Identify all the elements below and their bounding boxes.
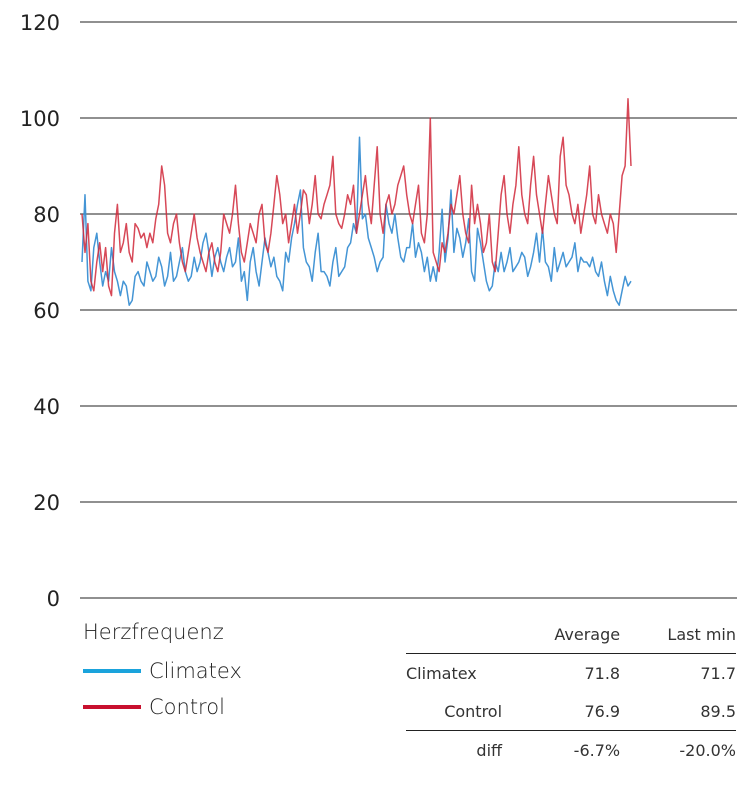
line-chart: 0 20 40 60 80 100 120 xyxy=(20,11,737,610)
gridlines xyxy=(80,21,737,599)
stats-header-average: Average xyxy=(554,624,621,644)
stats-last-min-value: 71.7 xyxy=(620,653,736,692)
legend-label-climatex: Climatex xyxy=(149,659,242,683)
stats-row-control: Control 76.9 89.5 xyxy=(406,692,736,731)
series-line-control xyxy=(81,98,632,297)
y-tick-label: 80 xyxy=(33,203,60,227)
stats-last-min-value: -20.0% xyxy=(620,730,736,769)
y-tick-label: 100 xyxy=(20,107,60,131)
stats-table: Average Last min Climatex 71.8 71.7 Cont… xyxy=(406,615,736,769)
legend-item-climatex: Climatex xyxy=(83,654,242,688)
y-axis-ticks: 0 20 40 60 80 100 120 xyxy=(20,11,60,610)
legend-label-control: Control xyxy=(149,695,225,719)
legend-title: Herzfrequenz xyxy=(83,620,224,644)
stats-row-label: Climatex xyxy=(406,653,517,692)
series-lines xyxy=(81,98,632,306)
legend-swatch-control xyxy=(83,705,141,709)
stats-header-blank xyxy=(406,615,516,654)
y-tick-label: 40 xyxy=(33,395,60,419)
y-tick-label: 20 xyxy=(33,491,60,515)
stats-header-row: Average Last min xyxy=(406,615,736,654)
legend-item-control: Control xyxy=(83,690,242,724)
stats-average-value: -6.7% xyxy=(516,730,621,769)
stats-row-diff: diff -6.7% -20.0% xyxy=(406,730,736,769)
y-tick-label: 0 xyxy=(47,587,60,610)
stats-average-value: 71.8 xyxy=(516,653,621,692)
y-tick-label: 60 xyxy=(33,299,60,323)
stats-row-label: diff xyxy=(406,730,517,769)
stats-last-min-value: 89.5 xyxy=(700,701,736,721)
y-tick-label: 120 xyxy=(20,11,60,35)
legend: Herzfrequenz Climatex Control xyxy=(83,620,242,726)
stats-average-value: 76.9 xyxy=(584,701,621,721)
stats-row-label: Control xyxy=(444,701,503,721)
stats-header-last-min: Last min xyxy=(667,624,736,644)
legend-swatch-climatex xyxy=(83,669,141,673)
stats-row-climatex: Climatex 71.8 71.7 xyxy=(406,653,736,692)
